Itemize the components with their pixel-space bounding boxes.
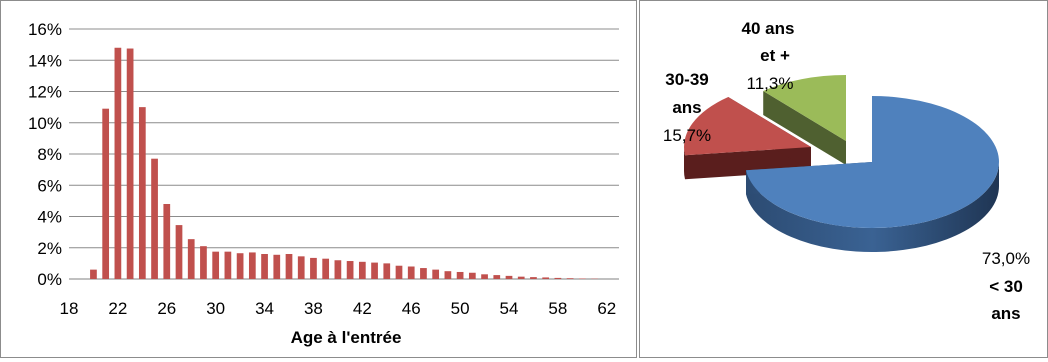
bar xyxy=(286,254,293,279)
bar xyxy=(542,277,549,279)
bar xyxy=(383,263,390,279)
bar xyxy=(115,48,122,279)
bar xyxy=(212,252,219,279)
bar xyxy=(90,270,97,279)
bar xyxy=(359,262,366,279)
y-tick-label: 6% xyxy=(37,176,62,195)
slice-under30-label-top: < 30 xyxy=(989,277,1023,296)
bar xyxy=(567,278,574,279)
slice-30-39-label-bottom: ans xyxy=(672,98,701,117)
bar xyxy=(163,204,170,279)
x-tick-label: 30 xyxy=(206,299,225,318)
slice-under30-value: 73,0% xyxy=(982,249,1030,268)
x-tick-label: 22 xyxy=(108,299,127,318)
y-tick-label: 10% xyxy=(28,114,62,133)
slice-under30-label-bottom: ans xyxy=(991,304,1020,323)
bar xyxy=(555,278,562,279)
bar xyxy=(432,270,439,279)
y-tick-label: 14% xyxy=(28,51,62,70)
bar xyxy=(481,274,488,279)
bar xyxy=(445,271,452,279)
y-tick-label: 8% xyxy=(37,145,62,164)
bar xyxy=(347,261,354,279)
bar xyxy=(200,246,207,279)
bar xyxy=(530,277,537,279)
bar xyxy=(151,159,158,279)
bar xyxy=(188,239,195,279)
y-tick-label: 0% xyxy=(37,270,62,289)
bar xyxy=(408,267,415,280)
bar xyxy=(310,258,317,279)
x-tick-label: 46 xyxy=(402,299,421,318)
bar xyxy=(298,256,305,279)
bar xyxy=(469,273,476,279)
bar xyxy=(506,276,513,279)
x-tick-label: 38 xyxy=(304,299,323,318)
slice-40plus-value: 11,3% xyxy=(747,74,794,93)
bar xyxy=(261,254,268,279)
slice-40plus-label-top: 40 ans xyxy=(742,19,795,38)
x-tick-label: 26 xyxy=(157,299,176,318)
bar xyxy=(237,253,244,279)
x-tick-label: 50 xyxy=(451,299,470,318)
y-tick-label: 2% xyxy=(37,239,62,258)
bar xyxy=(139,107,146,279)
bar xyxy=(249,252,256,279)
age-group-pie: 40 ans et + 11,3% 30-39 ans 15,7% 73,0% … xyxy=(640,1,1047,357)
slice-40plus-label-bottom: et + xyxy=(760,46,790,65)
x-tick-label: 42 xyxy=(353,299,372,318)
y-tick-label: 4% xyxy=(37,208,62,227)
bar xyxy=(371,263,378,279)
x-tick-label: 58 xyxy=(548,299,567,318)
bar xyxy=(457,272,464,279)
bar xyxy=(396,266,403,279)
bar xyxy=(225,252,232,279)
slice-30-39-label-top: 30-39 xyxy=(665,70,708,89)
slice-30-39-value: 15,7% xyxy=(663,126,711,145)
pie-panel: 40 ans et + 11,3% 30-39 ans 15,7% 73,0% … xyxy=(639,0,1048,358)
x-tick-label: 54 xyxy=(500,299,519,318)
bar xyxy=(322,259,329,279)
bar xyxy=(420,268,427,279)
bar xyxy=(102,109,109,279)
age-histogram: 0% 2% 4% 6% 8% 10% 12% 14% 16% 18 22 26 30 34 38 42 46 5… xyxy=(1,1,636,357)
y-tick-label: 16% xyxy=(28,20,62,39)
y-tick-label: 12% xyxy=(28,83,62,102)
bar xyxy=(273,255,280,279)
bar xyxy=(493,275,500,279)
x-axis-label: Age à l'entrée xyxy=(291,328,402,347)
x-tick-label: 62 xyxy=(597,299,616,318)
histogram-panel: 0% 2% 4% 6% 8% 10% 12% 14% 16% 18 22 26 30 34 38 42 46 5… xyxy=(0,0,637,358)
bar xyxy=(176,225,183,279)
bar xyxy=(518,277,525,279)
x-tick-label: 18 xyxy=(60,299,79,318)
x-tick-label: 34 xyxy=(255,299,274,318)
bar xyxy=(127,49,134,279)
bar xyxy=(335,260,342,279)
